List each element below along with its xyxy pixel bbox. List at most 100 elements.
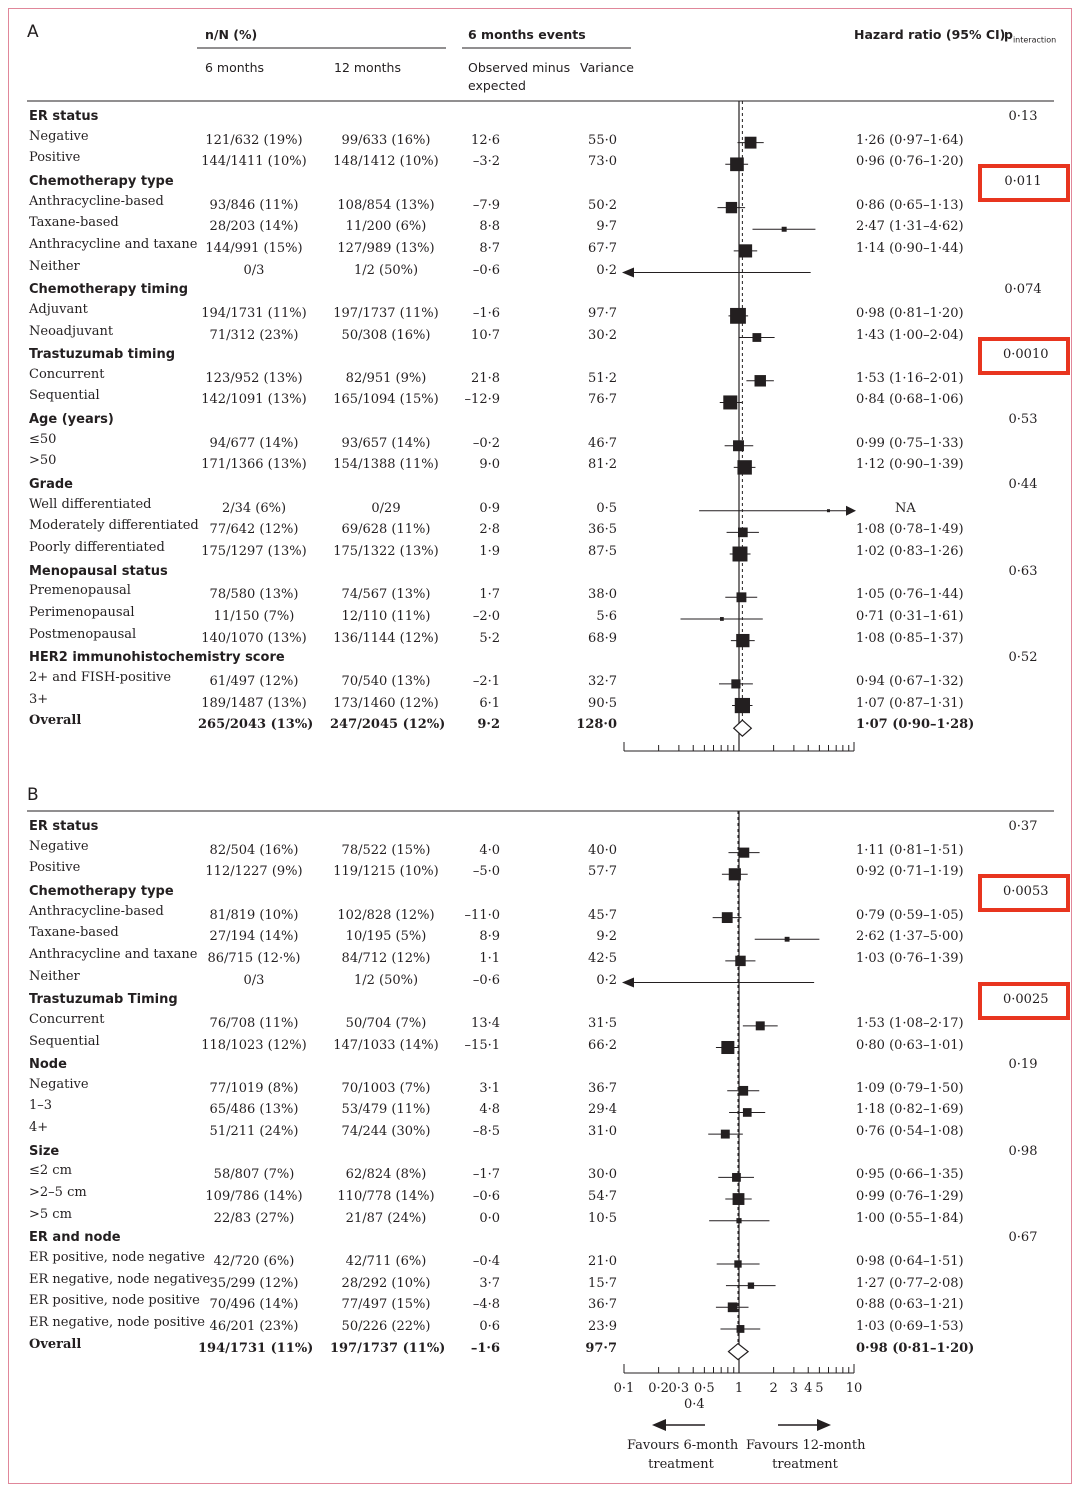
- n-12-months: 62/824 (8%): [345, 1167, 427, 1183]
- variance: 9·7: [596, 219, 617, 235]
- row-label: 2+ and FISH-positive: [29, 669, 172, 685]
- n-6-months: 112/1227 (9%): [205, 864, 303, 880]
- panel-a-label: A: [27, 22, 39, 42]
- variance: 42·5: [588, 950, 617, 966]
- row-label: ≤2 cm: [29, 1163, 72, 1179]
- variance: 68·9: [588, 630, 617, 646]
- variance: 46·7: [588, 435, 617, 451]
- n-12-months: 74/567 (13%): [341, 587, 431, 603]
- observed-minus-expected: –11·0: [464, 907, 500, 923]
- header-observed-minus: Observed minus: [468, 60, 571, 75]
- ci-arrow-left: [622, 267, 634, 278]
- n-6-months: 118/1023 (12%): [201, 1037, 307, 1053]
- n-12-months: 99/633 (16%): [341, 132, 431, 148]
- observed-minus-expected: 8·9: [479, 929, 500, 945]
- point-estimate: [742, 1108, 752, 1117]
- row-label: Sequential: [29, 388, 100, 404]
- n-12-months: 93/657 (14%): [341, 435, 431, 451]
- section-heading: Trastuzumab timing: [29, 347, 176, 363]
- variance: 45·7: [588, 907, 617, 923]
- point-estimate: [723, 395, 738, 410]
- observed-minus-expected: 5·2: [479, 630, 500, 646]
- row-label: Sequential: [29, 1033, 100, 1049]
- variance: 40·0: [588, 842, 617, 858]
- hazard-ratio-ci: 1·08 (0·85–1·37): [856, 630, 964, 646]
- variance: 36·7: [588, 1080, 617, 1096]
- hazard-ratio-ci: 1·26 (0·97–1·64): [856, 132, 964, 148]
- row-label: Perimenopausal: [29, 604, 135, 620]
- row-label: Anthracycline and taxane: [29, 236, 198, 252]
- section-heading: Trastuzumab Timing: [29, 992, 178, 1008]
- point-estimate: [735, 955, 746, 967]
- row-label: Anthracycline and taxane: [29, 946, 198, 962]
- point-estimate: [784, 936, 790, 942]
- point-estimate: [734, 1260, 742, 1268]
- row-label: Concurrent: [29, 1011, 105, 1027]
- observed-minus-expected: 8·8: [479, 219, 500, 235]
- n-12-months: 165/1094 (15%): [333, 392, 439, 408]
- observed-minus-expected: 0·9: [479, 500, 500, 516]
- point-estimate: [826, 509, 830, 513]
- row-label: Postmenopausal: [29, 626, 137, 642]
- hazard-ratio-ci: 0·92 (0·71–1·19): [856, 864, 964, 880]
- tick-label: 0·2: [648, 1381, 669, 1396]
- header-p-interaction: pinteraction: [1004, 27, 1057, 45]
- n-12-months: 119/1215 (10%): [333, 864, 439, 880]
- hazard-ratio-ci: 1·09 (0·79–1·50): [856, 1080, 964, 1096]
- n-12-months: 110/778 (14%): [337, 1189, 435, 1205]
- variance: 54·7: [588, 1189, 617, 1205]
- favours-right-line2: treatment: [772, 1457, 838, 1472]
- variance: 81·2: [588, 457, 617, 473]
- variance: 15·7: [588, 1275, 617, 1291]
- n-12-months: 173/1460 (12%): [333, 695, 439, 711]
- row-label: Premenopausal: [29, 583, 131, 599]
- n-12-months: 42/711 (6%): [345, 1254, 427, 1269]
- observed-minus-expected: 2·8: [479, 522, 500, 538]
- observed-minus-expected: –0·2: [472, 435, 500, 451]
- variance: 30·0: [588, 1167, 617, 1183]
- n-6-months: 27/194 (14%): [209, 929, 299, 945]
- n-12-months: 197/1737 (11%): [333, 305, 439, 321]
- hazard-ratio-ci: 0·79 (0·59–1·05): [856, 907, 964, 923]
- tick-label: 3: [789, 1381, 798, 1396]
- section-heading: Size: [29, 1143, 60, 1159]
- variance: 0·2: [596, 262, 617, 278]
- n-12-months: 127/989 (13%): [337, 240, 435, 256]
- row-label: >2–5 cm: [29, 1185, 87, 1201]
- point-estimate: [721, 912, 733, 924]
- observed-minus-expected: –12·9: [464, 392, 500, 408]
- row-label: Taxane-based: [29, 925, 119, 941]
- n-12-months: 70/540 (13%): [341, 673, 431, 689]
- section-heading: Grade: [29, 477, 73, 493]
- variance: 36·5: [588, 522, 617, 538]
- point-estimate: [732, 546, 748, 562]
- variance: 21·0: [588, 1254, 617, 1269]
- row-label: Anthracycline-based: [29, 193, 164, 209]
- highlight-box: [978, 163, 1070, 202]
- hazard-ratio-ci: 0·88 (0·63–1·21): [856, 1297, 964, 1313]
- n-12-months: 1/2 (50%): [353, 262, 419, 278]
- row-label: Well differentiated: [29, 496, 152, 512]
- n-12-months: 10/195 (5%): [345, 929, 427, 945]
- n-6-months: 86/715 (12·%): [207, 950, 301, 966]
- hazard-ratio-ci: 1·05 (0·76–1·44): [856, 587, 964, 603]
- n-6-months: 121/632 (19%): [205, 132, 303, 148]
- n-6-months: 194/1731 (11%): [198, 1340, 314, 1356]
- hazard-ratio-ci: 1·08 (0·78–1·49): [856, 522, 964, 538]
- point-estimate: [727, 1302, 738, 1313]
- point-estimate: [744, 136, 757, 149]
- observed-minus-expected: 8·7: [479, 240, 500, 256]
- point-estimate: [755, 1021, 765, 1031]
- n-12-months: 53/479 (11%): [341, 1102, 431, 1118]
- figure-frame: [8, 8, 1072, 1484]
- hazard-ratio-ci: 0·80 (0·63–1·01): [856, 1037, 964, 1053]
- row-label: ER negative, node positive: [29, 1314, 205, 1330]
- n-12-months: 102/828 (12%): [337, 907, 435, 923]
- point-estimate: [736, 633, 750, 648]
- observed-minus-expected: –0·4: [472, 1254, 500, 1269]
- variance: 55·0: [588, 132, 617, 148]
- hazard-ratio-ci: 0·84 (0·68–1·06): [856, 392, 964, 408]
- n-6-months: 77/1019 (8%): [209, 1080, 299, 1096]
- hazard-ratio-ci: 1·07 (0·90–1·28): [856, 717, 975, 733]
- hazard-ratio-ci: 1·53 (1·08–2·17): [856, 1015, 964, 1031]
